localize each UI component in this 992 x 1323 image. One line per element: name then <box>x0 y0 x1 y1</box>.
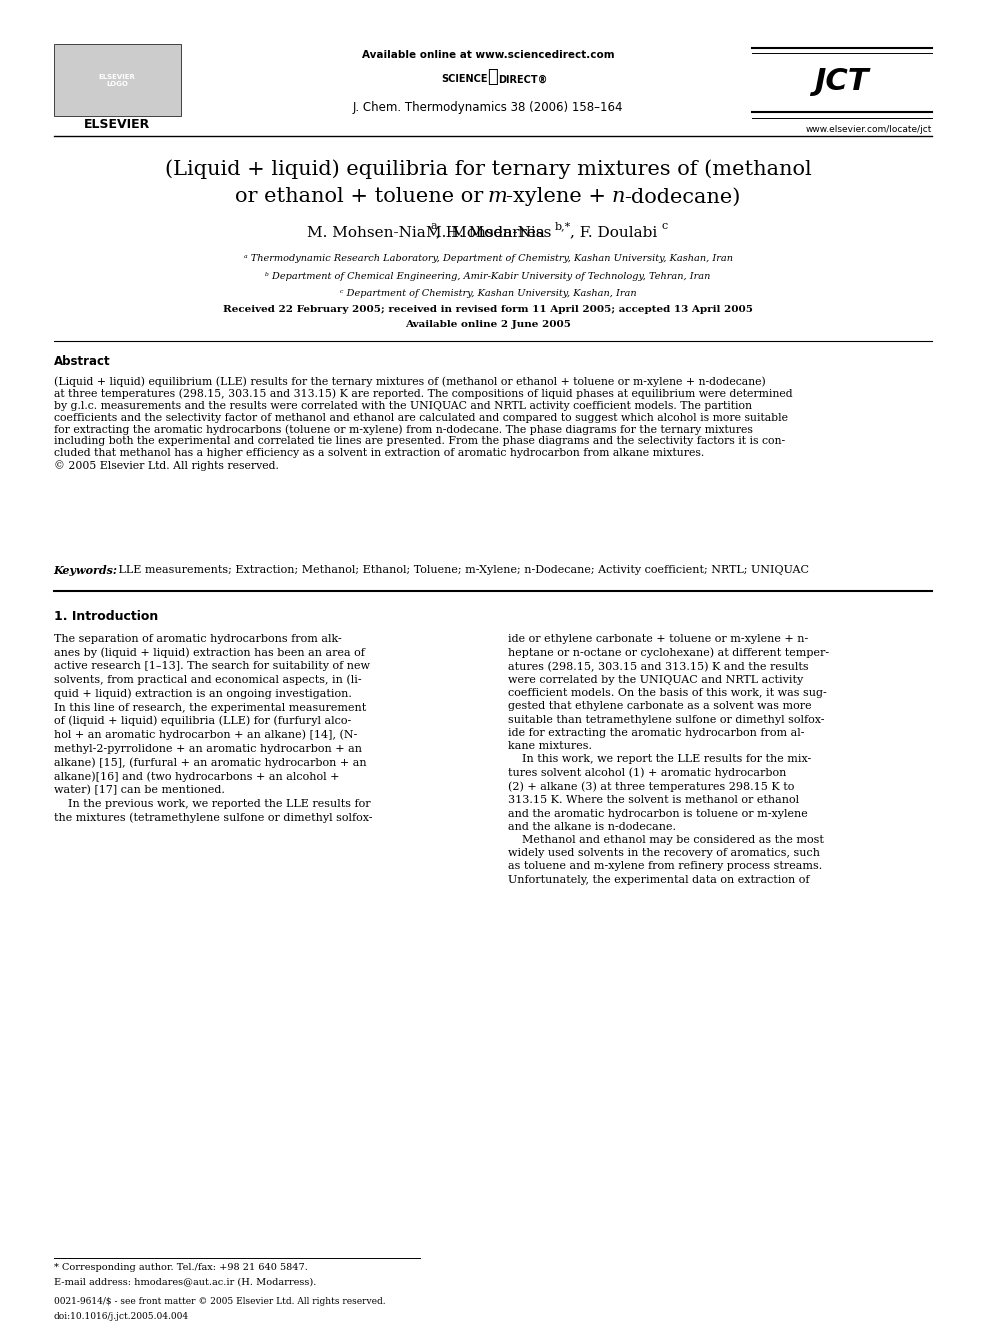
Text: -dodecane): -dodecane) <box>624 188 740 206</box>
Text: n: n <box>612 188 625 206</box>
Text: ELSEVIER
LOGO: ELSEVIER LOGO <box>98 74 136 87</box>
Text: ᵇ Department of Chemical Engineering, Amir-Kabir University of Technology, Tehra: ᵇ Department of Chemical Engineering, Am… <box>266 271 711 280</box>
Text: * Corresponding author. Tel./fax: +98 21 640 5847.: * Corresponding author. Tel./fax: +98 21… <box>54 1263 308 1271</box>
Text: , F. Doulabi: , F. Doulabi <box>570 225 663 239</box>
Text: ⓐ: ⓐ <box>488 69 498 86</box>
Text: ide or ethylene carbonate + toluene or m-xylene + n-
heptane or n-octane or cycl: ide or ethylene carbonate + toluene or m… <box>508 634 828 885</box>
Text: , H. Modarress: , H. Modarress <box>435 225 556 239</box>
Text: 0021-9614/$ - see front matter © 2005 Elsevier Ltd. All rights reserved.: 0021-9614/$ - see front matter © 2005 El… <box>54 1298 385 1306</box>
Text: or ethanol + toluene or: or ethanol + toluene or <box>234 188 489 206</box>
Text: Keywords:: Keywords: <box>54 565 118 577</box>
Text: ᶜ Department of Chemistry, Kashan University, Kashan, Iran: ᶜ Department of Chemistry, Kashan Univer… <box>340 288 637 298</box>
Text: Available online 2 June 2005: Available online 2 June 2005 <box>405 320 571 329</box>
Text: DIRECT®: DIRECT® <box>498 74 548 85</box>
Text: (Liquid + liquid) equilibrium (LLE) results for the ternary mixtures of (methano: (Liquid + liquid) equilibrium (LLE) resu… <box>54 377 793 471</box>
Text: ᵃ Thermodynamic Research Laboratory, Department of Chemistry, Kashan University,: ᵃ Thermodynamic Research Laboratory, Dep… <box>244 254 732 263</box>
Bar <box>54 44 181 116</box>
Text: Received 22 February 2005; received in revised form 11 April 2005; accepted 13 A: Received 22 February 2005; received in r… <box>223 304 753 314</box>
Text: LLE measurements; Extraction; Methanol; Ethanol; Toluene; m-Xylene; n-Dodecane; : LLE measurements; Extraction; Methanol; … <box>115 565 809 576</box>
Text: SCIENCE: SCIENCE <box>441 74 488 85</box>
Text: JCT: JCT <box>814 67 869 97</box>
Text: b,*: b,* <box>555 221 571 232</box>
Text: www.elsevier.com/locate/jct: www.elsevier.com/locate/jct <box>806 124 932 134</box>
Text: c: c <box>662 221 668 232</box>
Text: ELSEVIER: ELSEVIER <box>84 118 150 131</box>
Bar <box>54 26 181 126</box>
Text: m: m <box>487 188 507 206</box>
Text: E-mail address: hmodares@aut.ac.ir (H. Modarress).: E-mail address: hmodares@aut.ac.ir (H. M… <box>54 1278 316 1286</box>
Text: (Liquid + liquid) equilibria for ternary mixtures of (methanol: (Liquid + liquid) equilibria for ternary… <box>165 159 811 179</box>
Text: 1. Introduction: 1. Introduction <box>54 610 158 623</box>
Text: a: a <box>431 221 436 232</box>
Text: doi:10.1016/j.jct.2005.04.004: doi:10.1016/j.jct.2005.04.004 <box>54 1312 188 1320</box>
Text: The separation of aromatic hydrocarbons from alk-
anes by (liquid + liquid) extr: The separation of aromatic hydrocarbons … <box>54 634 372 823</box>
Text: Abstract: Abstract <box>54 356 110 368</box>
Text: -xylene +: -xylene + <box>506 188 613 206</box>
Text: Available online at www.sciencedirect.com: Available online at www.sciencedirect.co… <box>362 50 614 61</box>
Text: M. Mohsen-Nia: M. Mohsen-Nia <box>427 225 550 239</box>
Text: M. Mohsen-Nia: M. Mohsen-Nia <box>308 225 432 239</box>
Text: J. Chem. Thermodynamics 38 (2006) 158–164: J. Chem. Thermodynamics 38 (2006) 158–16… <box>353 101 623 114</box>
